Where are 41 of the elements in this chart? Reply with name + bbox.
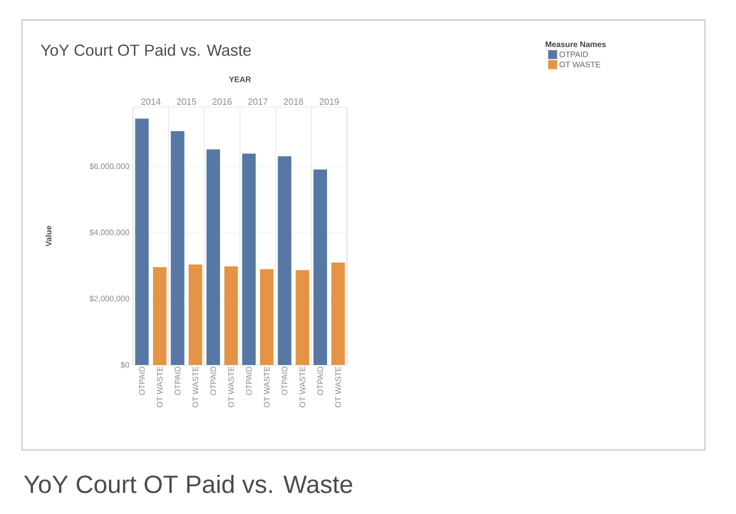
text: OT WASTE xyxy=(228,366,234,408)
x-tick-label: 2018 xyxy=(284,98,304,105)
x-tick-label: 2014 xyxy=(141,98,161,105)
text: OTPAID xyxy=(246,366,252,396)
bar xyxy=(206,149,220,365)
x-tick-label: 2017 xyxy=(248,98,268,105)
text: OT WASTE xyxy=(335,366,341,408)
x-tick-label: 2019 xyxy=(320,98,339,105)
bar xyxy=(135,118,149,365)
bar xyxy=(242,154,256,365)
bar xyxy=(152,267,167,365)
y-tick-label: $6,000,000 xyxy=(90,163,130,170)
bar xyxy=(313,170,328,365)
bar xyxy=(278,156,292,365)
text: OTPAID xyxy=(282,366,288,396)
y-tick-label: $2,000,000 xyxy=(90,295,130,302)
y-axis-title: Value xyxy=(46,226,52,246)
x-tick-label: 2016 xyxy=(212,98,232,105)
y-tick-label: $0 xyxy=(120,362,130,368)
legend-label: OT WASTE xyxy=(560,62,600,68)
bar xyxy=(170,131,184,365)
bar xyxy=(296,270,310,365)
text: OTPAID xyxy=(139,366,145,396)
text: OTPAID xyxy=(317,366,324,396)
y-tick-label: $4,000,000 xyxy=(90,229,130,236)
text: OT WASTE xyxy=(300,366,306,408)
text: OTPAID xyxy=(210,366,216,396)
text: YoY Court OT Paid vs. Waste xyxy=(24,474,352,494)
text: OTPAID xyxy=(174,366,180,396)
x-axis-title: YEAR xyxy=(229,76,251,82)
bar xyxy=(260,269,274,365)
legend-title: Measure Names xyxy=(546,42,606,48)
x-tick-label: 2015 xyxy=(176,98,196,105)
bar xyxy=(188,264,202,365)
legend-label: OTPAID xyxy=(560,52,588,58)
text: OT WASTE xyxy=(264,366,270,408)
bar xyxy=(224,266,238,365)
text: OT WASTE xyxy=(156,366,163,408)
text: OT WASTE xyxy=(192,366,198,408)
bar xyxy=(331,262,345,365)
chart-title: YoY Court OT Paid vs. Waste xyxy=(40,44,251,56)
